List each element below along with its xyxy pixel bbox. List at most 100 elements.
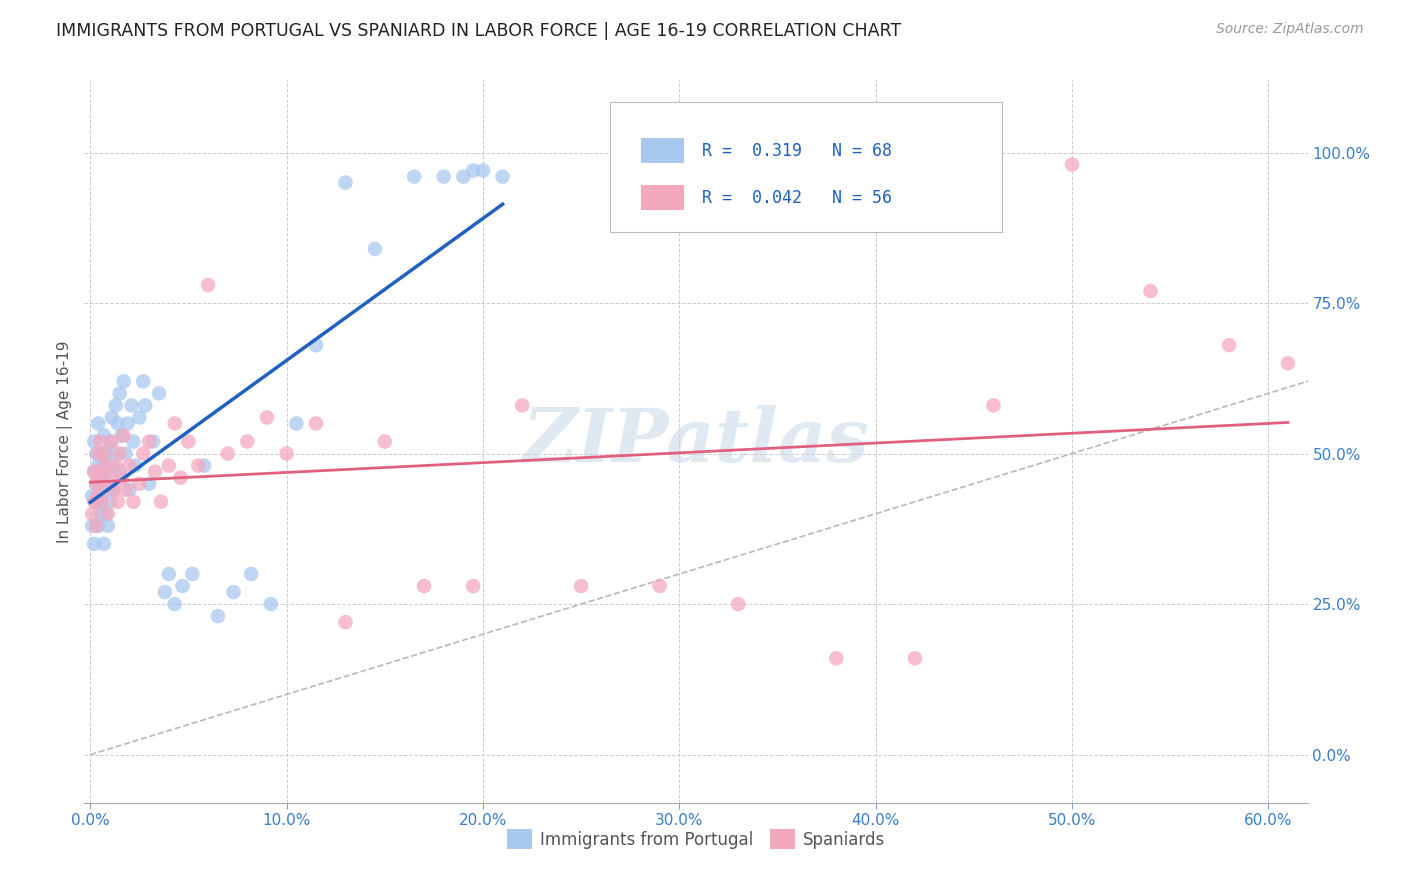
Point <box>1139 284 1161 298</box>
Point <box>305 417 328 431</box>
Point <box>94 507 117 521</box>
Point <box>433 169 456 184</box>
Point <box>569 579 592 593</box>
Point <box>101 458 124 473</box>
Point <box>103 483 125 497</box>
Point <box>97 507 120 521</box>
Text: R =  0.319   N = 68: R = 0.319 N = 68 <box>702 142 891 160</box>
Point <box>187 458 209 473</box>
Point <box>138 476 160 491</box>
Point <box>128 410 150 425</box>
Point <box>83 494 105 508</box>
Point <box>83 465 105 479</box>
Point <box>453 169 475 184</box>
Point <box>471 163 494 178</box>
Point <box>101 434 124 449</box>
Point <box>87 519 110 533</box>
Point <box>82 519 104 533</box>
Point <box>117 417 139 431</box>
Point <box>217 446 239 460</box>
Point <box>107 417 129 431</box>
Point <box>260 597 283 611</box>
Point <box>91 494 114 508</box>
Point <box>94 458 117 473</box>
Point <box>103 483 125 497</box>
Point <box>93 537 115 551</box>
Point <box>108 465 131 479</box>
Point <box>83 537 105 551</box>
Point <box>98 494 121 508</box>
Point <box>463 163 485 178</box>
Point <box>648 579 671 593</box>
Point <box>108 446 131 460</box>
Point <box>112 428 135 442</box>
Point <box>197 277 219 292</box>
Point <box>983 398 1005 412</box>
Point <box>510 398 533 412</box>
Point <box>91 465 114 479</box>
Point <box>84 476 107 491</box>
Point <box>124 458 146 473</box>
Point <box>413 579 436 593</box>
Point <box>157 458 180 473</box>
Point <box>163 417 186 431</box>
Point <box>107 494 129 508</box>
Point <box>83 434 105 449</box>
Point <box>148 386 170 401</box>
Point <box>132 375 155 389</box>
Point <box>153 585 176 599</box>
Point <box>112 375 135 389</box>
Point <box>138 434 160 449</box>
Point <box>222 585 245 599</box>
Legend: Immigrants from Portugal, Spaniards: Immigrants from Portugal, Spaniards <box>501 822 891 856</box>
Text: ZIPatlas: ZIPatlas <box>523 405 869 478</box>
Point <box>335 615 357 630</box>
FancyBboxPatch shape <box>610 102 1002 232</box>
Point <box>84 519 107 533</box>
Point <box>87 446 110 460</box>
Point <box>193 458 215 473</box>
Point <box>177 434 200 449</box>
Point <box>256 410 278 425</box>
Point <box>87 489 110 503</box>
Point <box>904 651 927 665</box>
Point <box>143 465 166 479</box>
Point <box>240 567 263 582</box>
Point <box>1277 356 1299 370</box>
Point <box>93 446 115 460</box>
Point <box>84 476 107 491</box>
Point <box>97 483 120 497</box>
Point <box>1060 158 1083 172</box>
Point <box>305 338 328 352</box>
Point <box>122 494 145 508</box>
Point <box>98 434 121 449</box>
Point <box>236 434 259 449</box>
Text: IMMIGRANTS FROM PORTUGAL VS SPANIARD IN LABOR FORCE | AGE 16-19 CORRELATION CHAR: IMMIGRANTS FROM PORTUGAL VS SPANIARD IN … <box>56 22 901 40</box>
Point <box>94 471 117 485</box>
Point <box>134 398 156 412</box>
Point <box>491 169 513 184</box>
Point <box>463 579 485 593</box>
Point <box>149 494 172 508</box>
Point <box>93 428 115 442</box>
Point <box>101 410 124 425</box>
Point <box>169 471 191 485</box>
Point <box>84 446 107 460</box>
Point <box>374 434 396 449</box>
Point <box>404 169 426 184</box>
Point <box>104 398 127 412</box>
Point <box>83 465 105 479</box>
Point <box>89 434 111 449</box>
Point <box>172 579 194 593</box>
Point <box>84 494 107 508</box>
Point <box>825 651 848 665</box>
Point <box>118 483 141 497</box>
Point <box>89 483 111 497</box>
Point <box>335 176 357 190</box>
Point <box>87 417 110 431</box>
Point <box>94 446 117 460</box>
Point <box>285 417 308 431</box>
Point <box>98 471 121 485</box>
Bar <box>641 138 683 163</box>
Point <box>157 567 180 582</box>
